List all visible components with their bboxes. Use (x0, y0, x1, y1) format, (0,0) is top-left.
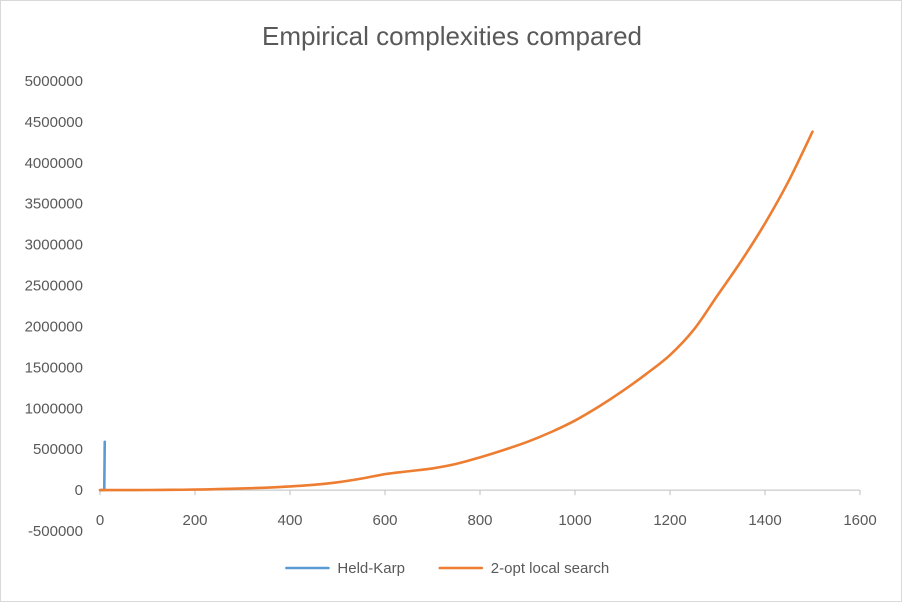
y-tick-label: 2000000 (25, 318, 83, 335)
chart-title: Empirical complexities compared (262, 21, 642, 51)
series-line-held-karp (99, 440, 107, 492)
y-tick-label: 5000000 (25, 73, 83, 90)
x-tick-label: 200 (182, 512, 207, 529)
legend-label: 2-opt local search (491, 560, 609, 577)
x-tick-label: 800 (467, 512, 492, 529)
plot-series (98, 130, 814, 492)
x-tick-label: 0 (96, 512, 104, 529)
y-tick-label: 1500000 (25, 359, 83, 376)
x-tick-label: 1600 (843, 512, 876, 529)
y-tick-label: 3000000 (25, 237, 83, 254)
legend-item: 2-opt local search (438, 560, 609, 577)
y-tick-label: -500000 (28, 523, 83, 540)
legend: Held-Karp 2-opt local search (285, 560, 609, 577)
x-axis: 0 200 400 600 800 1000 1200 1400 1600 (96, 489, 877, 529)
x-tick-label: 400 (277, 512, 302, 529)
x-tick-label: 1400 (748, 512, 781, 529)
x-tick-label: 600 (372, 512, 397, 529)
y-axis: -500000 0 500000 1000000 1500000 2000000 25000… (25, 73, 83, 540)
y-tick-label: 4500000 (25, 114, 83, 131)
x-tick-label: 1200 (653, 512, 686, 529)
y-tick-label: 500000 (33, 441, 83, 458)
legend-item: Held-Karp (285, 560, 405, 577)
y-tick-label: 3500000 (25, 196, 83, 213)
y-tick-label: 2500000 (25, 278, 83, 295)
y-tick-label: 4000000 (25, 155, 83, 172)
series-line-2-opt-local-search (98, 130, 814, 492)
y-tick-label: 0 (75, 482, 83, 499)
legend-label: Held-Karp (337, 560, 405, 577)
y-tick-label: 1000000 (25, 400, 83, 417)
x-tick-label: 1000 (558, 512, 591, 529)
